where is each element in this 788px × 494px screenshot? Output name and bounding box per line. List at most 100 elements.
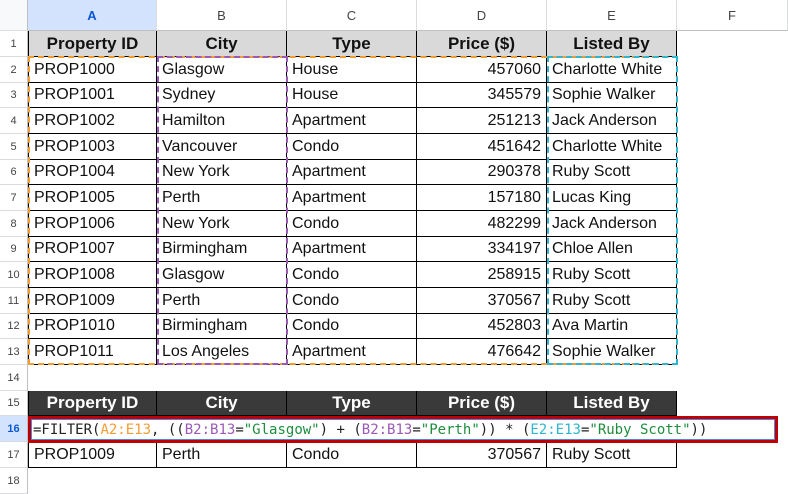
data-cell[interactable]: PROP1002: [28, 108, 157, 134]
data-cell[interactable]: 345579: [417, 83, 547, 108]
data-cell[interactable]: Condo: [287, 211, 417, 237]
header-cell[interactable]: City: [157, 31, 287, 57]
result-header-cell[interactable]: Property ID: [28, 391, 157, 416]
result-cell[interactable]: PROP1009: [28, 442, 157, 468]
data-cell[interactable]: Chloe Allen: [547, 237, 677, 262]
data-cell[interactable]: 451642: [417, 134, 547, 160]
data-cell[interactable]: Condo: [287, 262, 417, 288]
row-header-15[interactable]: 15: [0, 391, 28, 416]
data-cell[interactable]: 157180: [417, 185, 547, 211]
data-cell[interactable]: PROP1010: [28, 314, 157, 339]
column-header-B[interactable]: B: [157, 0, 287, 31]
data-cell[interactable]: PROP1004: [28, 160, 157, 185]
data-cell[interactable]: Sophie Walker: [547, 83, 677, 108]
column-header-E[interactable]: E: [547, 0, 677, 31]
data-cell[interactable]: 251213: [417, 108, 547, 134]
data-cell[interactable]: Sophie Walker: [547, 339, 677, 365]
column-header-D[interactable]: D: [417, 0, 547, 31]
data-cell[interactable]: PROP1001: [28, 83, 157, 108]
data-cell[interactable]: Sydney: [157, 83, 287, 108]
data-cell[interactable]: 290378: [417, 160, 547, 185]
data-cell[interactable]: Ruby Scott: [547, 160, 677, 185]
data-cell[interactable]: Apartment: [287, 237, 417, 262]
row-header-5[interactable]: 5: [0, 134, 28, 160]
data-cell[interactable]: Apartment: [287, 160, 417, 185]
data-cell[interactable]: 334197: [417, 237, 547, 262]
data-cell[interactable]: PROP1008: [28, 262, 157, 288]
row-header-10[interactable]: 10: [0, 262, 28, 288]
data-cell[interactable]: 476642: [417, 339, 547, 365]
header-cell[interactable]: Price ($): [417, 31, 547, 57]
data-cell[interactable]: Glasgow: [157, 262, 287, 288]
data-cell[interactable]: 482299: [417, 211, 547, 237]
data-cell[interactable]: Condo: [287, 288, 417, 314]
column-header-A[interactable]: A: [28, 0, 157, 31]
data-cell[interactable]: PROP1005: [28, 185, 157, 211]
row-header-17[interactable]: 17: [0, 442, 28, 468]
data-cell[interactable]: PROP1007: [28, 237, 157, 262]
data-cell[interactable]: Glasgow: [157, 57, 287, 83]
row-header-11[interactable]: 11: [0, 288, 28, 314]
row-header-8[interactable]: 8: [0, 211, 28, 237]
data-cell[interactable]: Perth: [157, 185, 287, 211]
result-cell[interactable]: Perth: [157, 442, 287, 468]
data-cell[interactable]: Condo: [287, 134, 417, 160]
column-header-F[interactable]: F: [677, 0, 788, 31]
row-header-13[interactable]: 13: [0, 339, 28, 365]
data-cell[interactable]: New York: [157, 211, 287, 237]
data-cell[interactable]: House: [287, 83, 417, 108]
data-cell[interactable]: Charlotte White: [547, 57, 677, 83]
data-cell[interactable]: House: [287, 57, 417, 83]
row-header-3[interactable]: 3: [0, 83, 28, 108]
row-header-12[interactable]: 12: [0, 314, 28, 339]
data-cell[interactable]: Ava Martin: [547, 314, 677, 339]
data-cell[interactable]: Jack Anderson: [547, 211, 677, 237]
row-header-9[interactable]: 9: [0, 237, 28, 262]
data-cell[interactable]: New York: [157, 160, 287, 185]
data-cell[interactable]: 457060: [417, 57, 547, 83]
result-header-cell[interactable]: Type: [287, 391, 417, 416]
data-cell[interactable]: Charlotte White: [547, 134, 677, 160]
row-header-4[interactable]: 4: [0, 108, 28, 134]
data-cell[interactable]: 258915: [417, 262, 547, 288]
row-header-16[interactable]: 16: [0, 416, 28, 442]
data-cell[interactable]: Apartment: [287, 185, 417, 211]
header-cell[interactable]: Type: [287, 31, 417, 57]
data-cell[interactable]: Apartment: [287, 108, 417, 134]
data-cell[interactable]: 452803: [417, 314, 547, 339]
data-cell[interactable]: Los Angeles: [157, 339, 287, 365]
data-cell[interactable]: PROP1009: [28, 288, 157, 314]
data-cell[interactable]: Ruby Scott: [547, 288, 677, 314]
data-cell[interactable]: Birmingham: [157, 237, 287, 262]
data-cell[interactable]: 370567: [417, 288, 547, 314]
data-cell[interactable]: Ruby Scott: [547, 262, 677, 288]
result-header-cell[interactable]: Listed By: [547, 391, 677, 416]
formula-cell-editor[interactable]: =FILTER(A2:E13, ((B2:B13 = "Glasgow") + (B…: [28, 416, 778, 443]
data-cell[interactable]: Apartment: [287, 339, 417, 365]
data-cell[interactable]: Birmingham: [157, 314, 287, 339]
row-header-2[interactable]: 2: [0, 57, 28, 83]
data-cell[interactable]: Vancouver: [157, 134, 287, 160]
data-cell[interactable]: Jack Anderson: [547, 108, 677, 134]
row-header-1[interactable]: 1: [0, 31, 28, 57]
result-cell[interactable]: 370567: [417, 442, 547, 468]
result-cell[interactable]: Condo: [287, 442, 417, 468]
data-cell[interactable]: Perth: [157, 288, 287, 314]
data-cell[interactable]: Hamilton: [157, 108, 287, 134]
result-cell[interactable]: Ruby Scott: [547, 442, 677, 468]
data-cell[interactable]: PROP1003: [28, 134, 157, 160]
row-header-18[interactable]: 18: [0, 468, 28, 494]
select-all-corner[interactable]: [0, 0, 28, 31]
row-header-7[interactable]: 7: [0, 185, 28, 211]
row-header-14[interactable]: 14: [0, 365, 28, 391]
data-cell[interactable]: PROP1006: [28, 211, 157, 237]
data-cell[interactable]: Lucas King: [547, 185, 677, 211]
column-header-C[interactable]: C: [287, 0, 417, 31]
data-cell[interactable]: PROP1011: [28, 339, 157, 365]
result-header-cell[interactable]: City: [157, 391, 287, 416]
row-header-6[interactable]: 6: [0, 160, 28, 185]
data-cell[interactable]: PROP1000: [28, 57, 157, 83]
header-cell[interactable]: Property ID: [28, 31, 157, 57]
header-cell[interactable]: Listed By: [547, 31, 677, 57]
result-header-cell[interactable]: Price ($): [417, 391, 547, 416]
